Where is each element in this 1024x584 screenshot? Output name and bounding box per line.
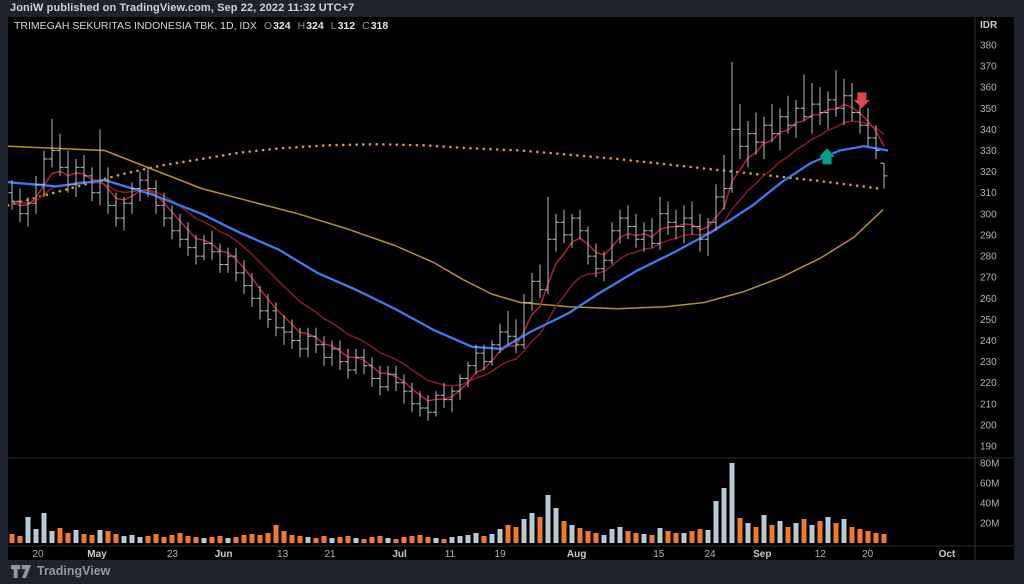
ma-overlays [8, 103, 889, 402]
svg-text:370: 370 [980, 62, 997, 73]
svg-text:20: 20 [862, 549, 874, 560]
svg-text:13: 13 [277, 549, 289, 560]
svg-text:Jun: Jun [215, 549, 233, 560]
svg-text:340: 340 [980, 125, 997, 136]
svg-text:260: 260 [980, 294, 997, 305]
svg-text:290: 290 [980, 230, 997, 241]
svg-text:20M: 20M [980, 519, 999, 530]
volume-axis-labels: 80M 60M 40M 20M [980, 459, 999, 530]
svg-text:220: 220 [980, 378, 997, 389]
tradingview-brand-text: TradingView [37, 564, 111, 578]
svg-text:Aug: Aug [567, 549, 586, 560]
svg-text:200: 200 [980, 420, 997, 431]
svg-text:IDR: IDR [980, 20, 998, 31]
svg-text:310: 310 [980, 188, 997, 199]
svg-text:240: 240 [980, 336, 997, 347]
footer-bar: TradingView [0, 560, 1024, 584]
svg-text:Jul: Jul [392, 549, 407, 560]
arrow-up-marker [819, 148, 836, 165]
svg-text:11: 11 [445, 549, 456, 560]
svg-text:21: 21 [324, 549, 336, 560]
chart-legend: TRIMEGAH SEKURITAS INDONESIA TBK, 1D, ID… [14, 20, 388, 32]
ohlc-close: C318 [362, 20, 389, 32]
svg-text:250: 250 [980, 315, 997, 326]
svg-text:190: 190 [980, 442, 997, 453]
svg-text:360: 360 [980, 83, 997, 94]
svg-text:80M: 80M [980, 459, 999, 470]
svg-text:210: 210 [980, 399, 997, 410]
price-axis[interactable]: IDR 380 370 360 350 340 330 320 310 300 290 280 270 2… [980, 20, 998, 453]
pane-separators [8, 17, 1014, 560]
svg-text:280: 280 [980, 252, 997, 263]
ohlc-open: O324 [263, 20, 291, 32]
svg-text:350: 350 [980, 104, 997, 115]
svg-text:19: 19 [495, 549, 507, 560]
svg-text:15: 15 [653, 549, 665, 560]
svg-text:May: May [87, 549, 107, 560]
svg-text:24: 24 [704, 549, 716, 560]
svg-text:12: 12 [815, 549, 827, 560]
svg-text:230: 230 [980, 357, 997, 368]
svg-text:320: 320 [980, 167, 997, 178]
svg-text:40M: 40M [980, 499, 999, 510]
chart-canvas[interactable]: IDR 380 370 360 350 340 330 320 310 300 290 280 270 2… [8, 17, 1014, 560]
svg-text:330: 330 [980, 146, 997, 157]
chart-window[interactable]: IDR 380 370 360 350 340 330 320 310 300 290 280 270 2… [8, 17, 1014, 560]
svg-text:Sep: Sep [753, 549, 771, 560]
svg-text:380: 380 [980, 41, 997, 52]
tradingview-logo[interactable]: TradingView [10, 564, 110, 578]
arrow-down-marker [853, 92, 870, 109]
svg-text:23: 23 [167, 549, 179, 560]
price-bars [8, 61, 888, 421]
volume-bars [9, 463, 887, 543]
svg-text:60M: 60M [980, 479, 999, 490]
signal-markers [819, 92, 870, 165]
symbol-title: TRIMEGAH SEKURITAS INDONESIA TBK, 1D, ID… [14, 20, 257, 32]
svg-text:300: 300 [980, 209, 997, 220]
publish-text: JoniW published on TradingView.com, Sep … [10, 2, 355, 14]
tradingview-mark-icon [11, 564, 31, 578]
svg-text:20: 20 [32, 549, 44, 560]
svg-text:270: 270 [980, 273, 997, 284]
publish-bar: JoniW published on TradingView.com, Sep … [0, 0, 1024, 17]
time-axis[interactable]: 20 May 23 Jun 13 21 Jul 11 19 Aug 15 24 Sep 12 20 Oct [32, 549, 956, 560]
ohlc-low: L312 [330, 20, 356, 32]
svg-text:Oct: Oct [939, 549, 956, 560]
ohlc-high: H324 [297, 20, 324, 32]
